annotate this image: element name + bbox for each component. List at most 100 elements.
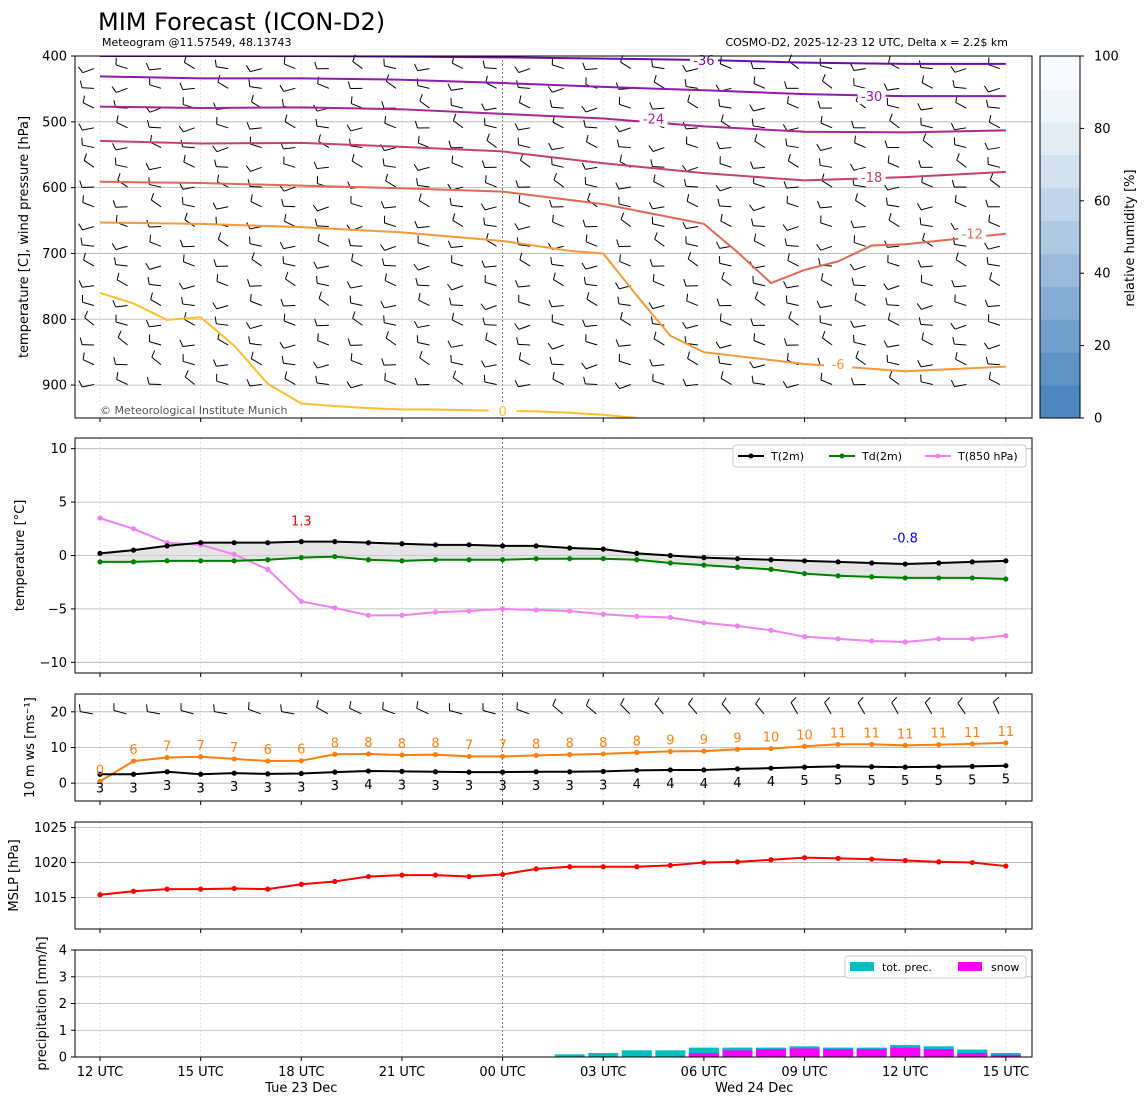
wind-barb bbox=[317, 240, 330, 247]
wind-barb bbox=[954, 144, 967, 149]
wind-barb bbox=[182, 303, 195, 307]
mslp-point bbox=[835, 855, 841, 861]
y-tick-label: −10 bbox=[40, 656, 67, 671]
td2m-point bbox=[298, 555, 304, 561]
wind-barb-flag bbox=[346, 381, 352, 389]
wind-barb bbox=[887, 162, 900, 168]
wind-barb bbox=[719, 362, 732, 366]
wind-barb bbox=[653, 81, 665, 89]
legend-label: Td(2m) bbox=[861, 450, 902, 463]
wind-barb-flag bbox=[816, 243, 822, 251]
wind-barb-flag bbox=[649, 102, 653, 110]
wind-barb bbox=[887, 285, 900, 291]
wind-barb bbox=[149, 241, 162, 247]
wind-barb bbox=[788, 317, 799, 326]
snow-bar bbox=[957, 1052, 988, 1057]
wind-gust-label: 8 bbox=[633, 734, 641, 749]
wind-barb bbox=[853, 166, 866, 171]
wind-speed-point bbox=[701, 767, 707, 773]
min-temp-label: -0.8 bbox=[893, 531, 918, 546]
y-axis-label: temperature [°C] bbox=[13, 500, 28, 612]
wind-speed-point bbox=[399, 768, 405, 774]
mslp-point bbox=[332, 878, 338, 885]
wind-barb-flag bbox=[78, 66, 84, 73]
wind-barb bbox=[955, 358, 967, 366]
wind-speed-point bbox=[198, 771, 204, 777]
wind-barb bbox=[217, 81, 229, 89]
wind-barb-flag bbox=[988, 114, 992, 123]
wind-barb-flag bbox=[985, 199, 989, 207]
wind-barb bbox=[553, 179, 564, 188]
wind-barb bbox=[788, 160, 799, 168]
wind-barb-10m bbox=[654, 703, 664, 715]
wind-barb bbox=[518, 301, 531, 307]
wind-barb bbox=[149, 184, 162, 188]
wind-barb-10m-flag bbox=[824, 696, 831, 703]
wind-barb bbox=[116, 122, 128, 129]
wind-barb bbox=[384, 305, 397, 309]
wind-gust-label: 9 bbox=[700, 733, 708, 748]
wind-barb bbox=[752, 225, 766, 228]
wind-barb-flag bbox=[281, 356, 284, 364]
wind-barb bbox=[619, 103, 631, 109]
wind-barb-flag bbox=[822, 74, 826, 82]
wind-barb bbox=[786, 202, 799, 208]
wind-barb-flag bbox=[414, 377, 418, 386]
wind-barb bbox=[249, 185, 262, 188]
wind-barb bbox=[451, 361, 464, 366]
wind-barb bbox=[82, 285, 95, 288]
wind-barb-flag bbox=[414, 220, 419, 228]
wind-barb-flag bbox=[181, 197, 184, 205]
colorbar-band bbox=[1040, 187, 1080, 222]
wind-barb bbox=[316, 225, 329, 228]
wind-barb-flag bbox=[111, 86, 117, 93]
wind-barb bbox=[350, 384, 363, 389]
wind-barb-flag bbox=[820, 372, 823, 381]
wind-barb bbox=[484, 364, 497, 368]
wind-barb-flag bbox=[883, 83, 888, 91]
wind-barb bbox=[988, 344, 1001, 350]
wind-gust-label: 10 bbox=[763, 731, 780, 746]
wind-barb bbox=[652, 147, 665, 152]
wind-barb-flag bbox=[586, 292, 590, 300]
wind-barb-flag bbox=[614, 125, 620, 133]
wind-barb bbox=[451, 162, 464, 168]
wind-barb-flag bbox=[681, 164, 687, 172]
wind-gust-label: 6 bbox=[264, 743, 272, 758]
wind-barb bbox=[687, 101, 699, 109]
wind-barb-flag bbox=[245, 65, 251, 72]
wind-barb-flag bbox=[884, 140, 888, 148]
td2m-point bbox=[869, 574, 875, 580]
wind-barb-flag bbox=[654, 232, 658, 240]
wind-barb bbox=[920, 323, 933, 326]
temperature-panel: −10 −5 0 5 10 temperature [°C] 1.3 -0.8 T(2m) Td(… bbox=[13, 437, 1033, 677]
wind-barb bbox=[518, 86, 531, 89]
wind-barb bbox=[484, 224, 497, 228]
wind-barb-flag bbox=[919, 217, 922, 225]
wind-barb bbox=[719, 147, 732, 150]
wind-barb bbox=[853, 324, 866, 328]
wind-gust-point bbox=[869, 741, 875, 747]
wind-barb-flag bbox=[481, 260, 486, 268]
wind-barb-flag bbox=[447, 240, 452, 248]
wind-barb-flag bbox=[380, 201, 385, 209]
t2m-point bbox=[164, 543, 170, 549]
t850-point bbox=[130, 526, 137, 532]
wind-barb-flag bbox=[783, 181, 788, 189]
wind-barb-flag bbox=[952, 80, 955, 88]
wind-barb-flag bbox=[619, 254, 621, 262]
precipitation-panel: 0 1 2 3 4 precipitation [mm/h] tot. prec. snow bbox=[35, 936, 1033, 1071]
t850-point bbox=[634, 613, 640, 619]
wind-barb-flag bbox=[381, 101, 385, 109]
isotherm-line bbox=[99, 291, 637, 418]
wind-barb-flag bbox=[317, 233, 320, 242]
wind-barb-flag bbox=[950, 322, 956, 330]
wind-barb-flag bbox=[519, 252, 523, 260]
td2m-point bbox=[97, 559, 103, 565]
wind-barb bbox=[519, 102, 531, 109]
wind-barb-flag bbox=[148, 177, 150, 185]
wind-barb bbox=[920, 124, 933, 129]
precip-legend: tot. prec. snow bbox=[844, 955, 1027, 979]
wind-barb bbox=[920, 224, 933, 228]
wind-barb-flag bbox=[279, 341, 285, 349]
